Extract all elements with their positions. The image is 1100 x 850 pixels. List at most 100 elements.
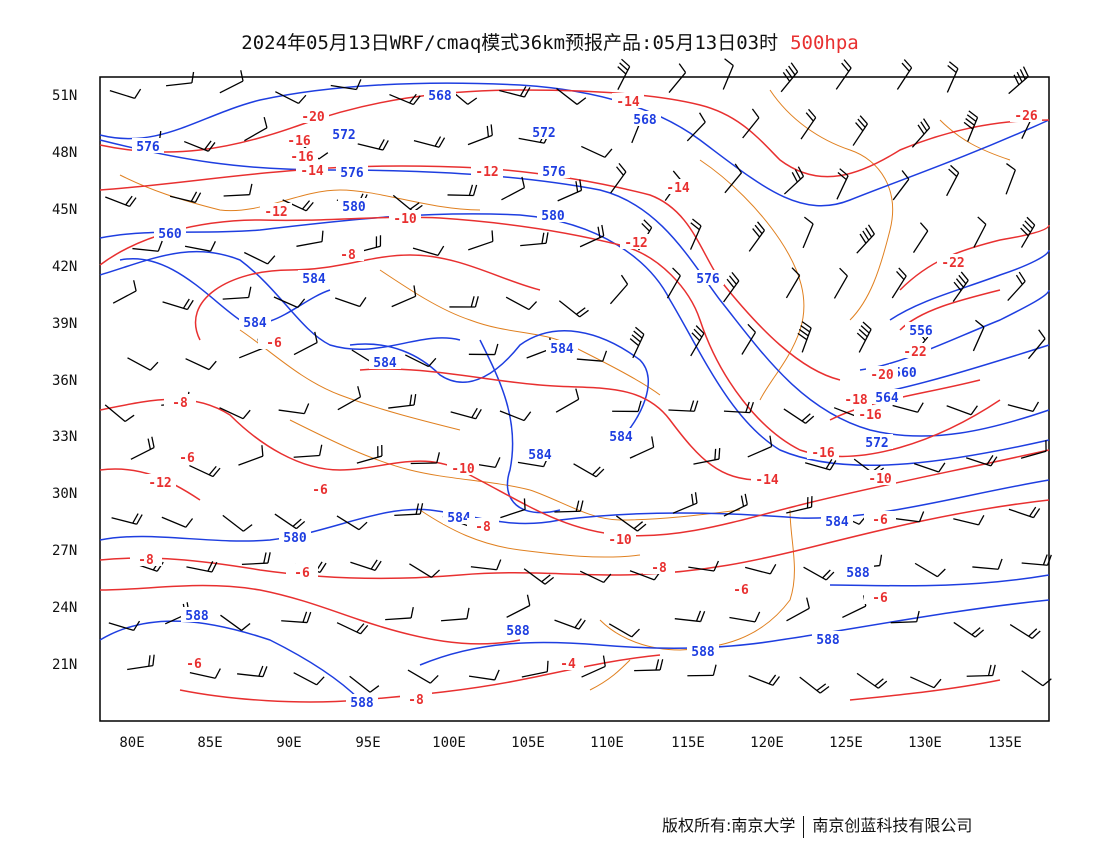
wind-barb [835,59,852,90]
label-backing [605,428,637,443]
wind-barb [797,321,812,353]
wind-barb [748,221,766,252]
contour-label: -14 [616,95,640,110]
contour-label: -12 [624,236,647,251]
wind-barb [334,297,367,308]
map-frame [99,76,1050,722]
label-backing [687,643,719,658]
label-backing [336,164,368,179]
wind-barb [911,118,931,148]
wind-barb [183,140,216,152]
contour-label: -20 [870,368,894,383]
wind-barb [833,267,848,299]
contour-label: 584 [243,316,267,331]
contour-label: 584 [528,448,552,463]
wind-barb [914,562,946,578]
wind-barb [104,404,135,423]
wind-barb [724,163,743,194]
wind-barb [952,271,969,302]
label-backing [298,270,330,285]
border-line [699,159,805,401]
wind-barb [407,669,439,684]
label-backing [260,203,292,218]
wind-barb [953,621,985,638]
contour-label: -8 [651,561,667,576]
wind-barb [189,464,221,478]
wind-barb [745,564,777,575]
height-contour-line [99,250,461,350]
lon-tick-label: 115E [671,735,705,751]
wind-barb [856,224,875,254]
label-backing [864,511,896,526]
wind-barb [109,88,142,99]
label-backing [861,434,893,449]
wind-barb [668,400,699,412]
contour-label: 572 [332,128,355,143]
wind-barb [222,514,253,532]
lon-tick-label: 120E [750,735,784,751]
border-line [589,659,631,691]
label-backing [304,481,336,496]
wind-barb [501,176,526,201]
contour-label: -8 [475,520,491,535]
contour-label: -4 [560,657,576,672]
lat-tick-label: 24N [52,600,78,616]
contour-label: 584 [373,356,397,371]
wind-barb [447,184,478,197]
wind-barb [162,298,194,311]
temp-contour-line [194,254,541,341]
contour-label: -6 [872,591,888,606]
wind-barb [579,224,605,248]
height-contour-line [99,82,1050,207]
lon-tick-label: 110E [590,735,624,751]
label-backing [842,564,874,579]
label-backing [369,354,401,369]
contour-label: 588 [185,609,209,624]
contour-label: -10 [451,462,475,477]
height-contour-line [99,139,1050,437]
title-level: 500hpa [790,32,859,54]
wind-barb [780,62,799,93]
label-backing [662,179,694,194]
wind-barb [800,108,817,140]
contour-label: -6 [294,566,310,581]
wind-barb [468,230,494,251]
wind-barb [169,191,202,204]
wind-barb [973,216,987,248]
contour-label: -6 [266,336,282,351]
lat-tick-label: 36N [52,373,78,389]
temp-contour-line [849,679,1001,701]
footer-right: 南京创蓝科技有限公司 [812,816,973,835]
temperature-contour-labels: -14-20-16-16-14 -12-26-14-12-12-10-16-8-2… [130,93,1042,708]
height-contour-line [479,339,561,514]
wind-barb [1020,216,1036,248]
wind-barb [612,400,642,413]
wind-barb [666,267,681,299]
wind-barb [404,354,437,368]
wind-barb [741,323,757,355]
label-backing [725,581,757,596]
label-backing [171,449,203,464]
wind-barb [506,594,531,618]
contour-label: -12 [264,205,287,220]
lat-tick-label: 21N [52,657,78,673]
contour-label: 588 [506,624,530,639]
lon-tick-label: 135E [988,735,1022,751]
lat-tick-label: 51N [52,88,78,104]
wind-barb [852,115,868,146]
wind-barb [293,672,325,686]
wind-barb [223,183,253,197]
wind-barb [189,668,221,679]
contour-label: -12 [475,165,498,180]
wind-barb [913,462,946,473]
wind-barb [610,162,627,194]
lat-tick-label: 45N [52,202,78,218]
wind-barb [413,136,446,148]
contour-label: -8 [172,396,188,411]
wind-barb [111,513,143,525]
wind-barb [127,357,159,371]
wind-barb [278,403,310,415]
coast-and-province-borders [119,89,1011,691]
contour-label: -10 [393,212,417,227]
